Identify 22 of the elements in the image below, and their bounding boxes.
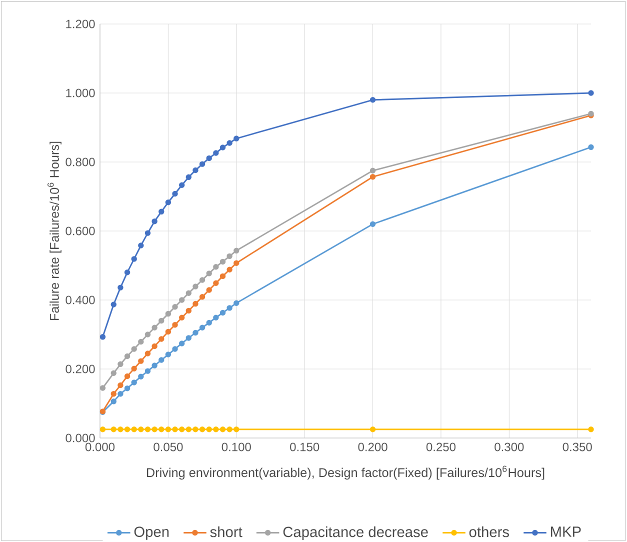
y-axis-title: Failure rate [Failures/10$^{6}$ Hours]	[48, 142, 62, 320]
x-tick-label: 0.200	[358, 442, 388, 452]
y-tick-label: 0.000	[66, 434, 95, 442]
y-tick-label: 0.400	[66, 296, 95, 304]
y-tick-label: 0.200	[66, 364, 95, 374]
x-tick-label: 0.150	[290, 442, 320, 452]
y-tick-label: 0.600	[66, 226, 95, 236]
y-tick-label: 1.000	[66, 88, 95, 98]
x-tick-label: 0.100	[222, 442, 251, 452]
x-tick-label: 0.000	[85, 442, 115, 452]
legend-label: Capacitance decrease	[283, 526, 428, 540]
x-tick-label: 0.300	[494, 442, 524, 452]
legend-label: others	[469, 526, 510, 538]
legend-label: Open	[134, 526, 169, 540]
x-tick-label: 0.350	[562, 442, 592, 452]
x-axis-title: Driving environment(variable), Design factor(Fixed) [Failures/10$^{6}$Hours]	[146, 466, 544, 480]
x-tick-label: 0.050	[154, 442, 183, 452]
legend-label: MKP	[550, 526, 581, 537]
y-tick-label: 0.800	[66, 158, 95, 166]
x-tick-label: 0.250	[426, 442, 456, 452]
y-tick-label: 1.200	[66, 20, 95, 28]
legend-label: short	[210, 526, 242, 538]
